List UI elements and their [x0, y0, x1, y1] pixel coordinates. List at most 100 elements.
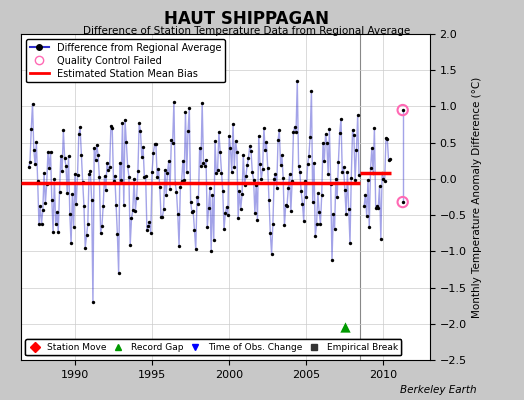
Point: [301, 178, 309, 184]
Point: [67, 240, 75, 246]
Point: [36, 203, 45, 209]
Point: [70, 224, 78, 230]
Point: [167, 136, 176, 143]
Point: [72, 201, 80, 208]
Point: [81, 244, 90, 251]
Point: [280, 222, 289, 228]
Point: [267, 251, 276, 257]
Point: [342, 211, 351, 217]
Point: [134, 167, 142, 174]
Point: [133, 194, 141, 201]
Point: [365, 223, 374, 230]
Point: [195, 145, 204, 151]
Point: [119, 202, 128, 208]
Point: [139, 144, 147, 150]
Point: [49, 228, 57, 235]
Point: [278, 152, 286, 159]
Point: [321, 131, 330, 137]
Point: [398, 107, 407, 113]
Point: [124, 163, 132, 169]
Point: [206, 185, 214, 192]
Point: [225, 132, 233, 139]
Point: [252, 182, 260, 188]
Point: [126, 242, 134, 248]
Point: [181, 109, 190, 115]
Point: [127, 215, 136, 222]
Text: Berkeley Earth: Berkeley Earth: [400, 385, 477, 395]
Point: [31, 161, 39, 168]
Point: [114, 270, 123, 276]
Point: [232, 138, 240, 144]
Point: [344, 206, 353, 212]
Point: [74, 131, 83, 138]
Point: [341, 187, 349, 193]
Point: [255, 132, 263, 139]
Point: [153, 174, 161, 180]
Point: [242, 173, 250, 180]
Point: [226, 145, 235, 151]
Point: [76, 124, 84, 130]
Point: [104, 167, 113, 173]
Text: Difference of Station Temperature Data from Regional Average: Difference of Station Temperature Data f…: [83, 26, 410, 36]
Point: [60, 155, 69, 162]
Point: [175, 243, 183, 249]
Point: [77, 152, 85, 158]
Point: [102, 187, 110, 193]
Point: [71, 171, 79, 177]
Point: [82, 232, 91, 239]
Point: [296, 169, 304, 176]
Point: [383, 136, 391, 142]
Point: [141, 173, 150, 180]
Point: [373, 203, 381, 209]
Point: [196, 162, 205, 169]
Point: [93, 142, 101, 148]
Point: [179, 157, 187, 164]
Point: [352, 147, 361, 154]
Point: [323, 140, 331, 146]
Point: [189, 208, 198, 214]
Point: [173, 211, 182, 217]
Point: [51, 221, 60, 227]
Point: [398, 107, 407, 113]
Point: [340, 164, 348, 170]
Point: [325, 126, 334, 132]
Point: [203, 224, 212, 230]
Point: [347, 174, 355, 181]
Point: [363, 213, 371, 219]
Point: [239, 152, 247, 158]
Point: [351, 176, 359, 183]
Point: [246, 143, 254, 149]
Point: [182, 168, 191, 175]
Point: [85, 171, 93, 178]
Point: [241, 181, 249, 188]
Point: [140, 174, 148, 180]
Point: [379, 176, 388, 182]
Point: [198, 100, 206, 106]
Point: [343, 169, 352, 176]
Point: [190, 227, 199, 234]
Point: [256, 161, 264, 168]
Point: [116, 160, 124, 166]
Point: [262, 139, 270, 146]
Point: [66, 210, 74, 217]
Point: [374, 204, 383, 211]
Point: [59, 127, 68, 134]
Point: [364, 177, 372, 183]
Point: [170, 99, 178, 105]
Point: [335, 130, 344, 136]
Point: [68, 191, 77, 198]
Point: [287, 208, 295, 214]
Point: [91, 157, 100, 163]
Point: [354, 112, 362, 118]
Point: [201, 163, 209, 170]
Point: [192, 246, 200, 252]
Point: [188, 209, 196, 215]
Point: [131, 208, 139, 214]
Point: [355, 172, 363, 178]
Point: [372, 205, 380, 211]
Point: [266, 230, 275, 236]
Point: [319, 140, 327, 146]
Point: [216, 149, 224, 155]
Point: [360, 203, 368, 209]
Point: [341, 324, 349, 330]
